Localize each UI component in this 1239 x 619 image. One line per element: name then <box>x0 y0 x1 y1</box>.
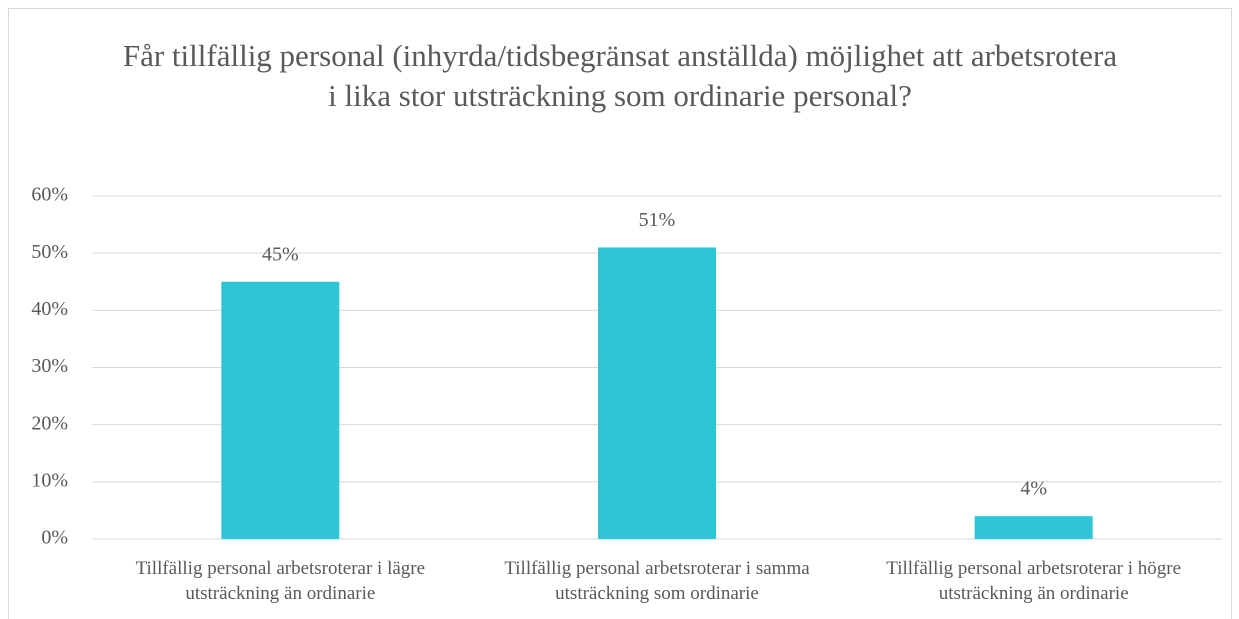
bar <box>598 247 716 539</box>
y-tick-label: 10% <box>31 469 68 491</box>
y-tick-label: 30% <box>31 355 68 377</box>
y-tick-label: 40% <box>31 298 68 320</box>
data-label: 4% <box>1020 478 1047 500</box>
data-label: 51% <box>639 209 676 231</box>
bar <box>974 516 1093 539</box>
x-tick-label: Tillfällig personal arbetsroterar i samm… <box>504 558 810 604</box>
data-label: 45% <box>262 243 299 265</box>
x-tick-label: Tillfällig personal arbetsroterar i högr… <box>886 558 1182 604</box>
x-tick-label: Tillfällig personal arbetsroterar i lägr… <box>135 558 426 604</box>
y-tick-label: 60% <box>31 184 68 206</box>
chart-title: Får tillfällig personal (inhyrda/tidsbeg… <box>122 38 1118 113</box>
bar <box>221 281 340 539</box>
y-tick-label: 20% <box>31 412 68 434</box>
chart-frame <box>8 8 1232 619</box>
y-tick-label: 50% <box>31 241 68 263</box>
y-tick-label: 0% <box>41 527 68 549</box>
